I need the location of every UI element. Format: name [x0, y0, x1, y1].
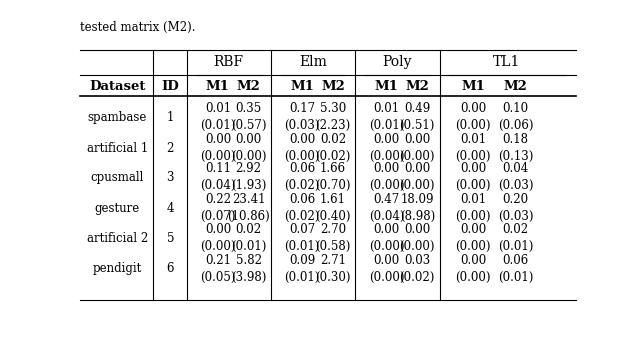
Text: 2.92
(1.93): 2.92 (1.93)	[231, 162, 266, 192]
Text: 0.21
(0.05): 0.21 (0.05)	[200, 254, 236, 283]
Text: 0.01
(0.00): 0.01 (0.00)	[456, 193, 491, 223]
Text: 0.00
(0.00): 0.00 (0.00)	[284, 133, 320, 163]
Text: 0.00
(0.00): 0.00 (0.00)	[456, 102, 491, 133]
Text: 0.20
(0.03): 0.20 (0.03)	[498, 193, 533, 223]
Text: 0.00
(0.00): 0.00 (0.00)	[456, 162, 491, 192]
Text: M1: M1	[374, 80, 399, 93]
Text: 2.70
(0.58): 2.70 (0.58)	[316, 223, 351, 253]
Text: artificial 1: artificial 1	[86, 142, 148, 155]
Text: 0.17
(0.03): 0.17 (0.03)	[284, 102, 320, 133]
Text: artificial 2: artificial 2	[86, 231, 148, 245]
Text: 0.06
(0.02): 0.06 (0.02)	[285, 162, 320, 192]
Text: 1.61
(0.40): 1.61 (0.40)	[316, 193, 351, 223]
Text: M1: M1	[461, 80, 485, 93]
Text: 0.00
(0.00): 0.00 (0.00)	[456, 223, 491, 253]
Text: 0.00
(0.00): 0.00 (0.00)	[369, 133, 404, 163]
Text: 0.49
(0.51): 0.49 (0.51)	[399, 102, 435, 133]
Text: 0.07
(0.01): 0.07 (0.01)	[285, 223, 320, 253]
Text: tested matrix (M2).: tested matrix (M2).	[80, 20, 195, 34]
Text: spambase: spambase	[88, 111, 147, 124]
Text: 0.00
(0.00): 0.00 (0.00)	[231, 133, 266, 163]
Text: 5.30
(2.23): 5.30 (2.23)	[316, 102, 351, 133]
Text: gesture: gesture	[95, 201, 140, 215]
Text: 0.18
(0.13): 0.18 (0.13)	[498, 133, 533, 163]
Text: 0.01
(0.00): 0.01 (0.00)	[456, 133, 491, 163]
Text: M2: M2	[237, 80, 260, 93]
Text: 6: 6	[166, 262, 174, 275]
Text: 0.00
(0.00): 0.00 (0.00)	[200, 133, 236, 163]
Text: 0.02
(0.02): 0.02 (0.02)	[316, 133, 351, 163]
Text: 5: 5	[166, 231, 174, 245]
Text: 2.71
(0.30): 2.71 (0.30)	[316, 254, 351, 283]
Text: 0.01
(0.01): 0.01 (0.01)	[369, 102, 404, 133]
Text: 0.09
(0.01): 0.09 (0.01)	[285, 254, 320, 283]
Text: 1: 1	[166, 111, 174, 124]
Text: 3: 3	[166, 171, 174, 184]
Text: 5.82
(3.98): 5.82 (3.98)	[231, 254, 266, 283]
Text: 0.35
(0.57): 0.35 (0.57)	[231, 102, 266, 133]
Text: 0.10
(0.06): 0.10 (0.06)	[498, 102, 533, 133]
Text: 23.41
(10.86): 23.41 (10.86)	[227, 193, 270, 223]
Text: 0.22
(0.07): 0.22 (0.07)	[200, 193, 236, 223]
Text: 0.00
(0.00): 0.00 (0.00)	[369, 254, 404, 283]
Text: 18.09
(8.98): 18.09 (8.98)	[399, 193, 435, 223]
Text: M1: M1	[206, 80, 230, 93]
Text: 4: 4	[166, 201, 174, 215]
Text: 0.00
(0.00): 0.00 (0.00)	[456, 254, 491, 283]
Text: M1: M1	[291, 80, 314, 93]
Text: 0.47
(0.04): 0.47 (0.04)	[369, 193, 404, 223]
Text: 0.00
(0.00): 0.00 (0.00)	[200, 223, 236, 253]
Text: pendigit: pendigit	[93, 262, 142, 275]
Text: 0.00
(0.00): 0.00 (0.00)	[369, 223, 404, 253]
Text: 0.03
(0.02): 0.03 (0.02)	[399, 254, 435, 283]
Text: 0.00
(0.00): 0.00 (0.00)	[399, 223, 435, 253]
Text: M2: M2	[504, 80, 527, 93]
Text: 1.66
(0.70): 1.66 (0.70)	[316, 162, 351, 192]
Text: 0.02
(0.01): 0.02 (0.01)	[498, 223, 533, 253]
Text: 2: 2	[166, 142, 174, 155]
Text: 0.00
(0.00): 0.00 (0.00)	[399, 162, 435, 192]
Text: TL1: TL1	[493, 55, 520, 69]
Text: ID: ID	[161, 80, 179, 93]
Text: cpusmall: cpusmall	[90, 171, 144, 184]
Text: 0.06
(0.02): 0.06 (0.02)	[285, 193, 320, 223]
Text: 0.00
(0.00): 0.00 (0.00)	[399, 133, 435, 163]
Text: 0.11
(0.04): 0.11 (0.04)	[200, 162, 236, 192]
Text: Dataset: Dataset	[89, 80, 145, 93]
Text: RBF: RBF	[214, 55, 244, 69]
Text: M2: M2	[405, 80, 429, 93]
Text: 0.04
(0.03): 0.04 (0.03)	[498, 162, 533, 192]
Text: 0.01
(0.01): 0.01 (0.01)	[200, 102, 236, 133]
Text: 0.00
(0.00): 0.00 (0.00)	[369, 162, 404, 192]
Text: 0.02
(0.01): 0.02 (0.01)	[231, 223, 266, 253]
Text: Poly: Poly	[383, 55, 412, 69]
Text: M2: M2	[321, 80, 345, 93]
Text: 0.06
(0.01): 0.06 (0.01)	[498, 254, 533, 283]
Text: Elm: Elm	[299, 55, 327, 69]
